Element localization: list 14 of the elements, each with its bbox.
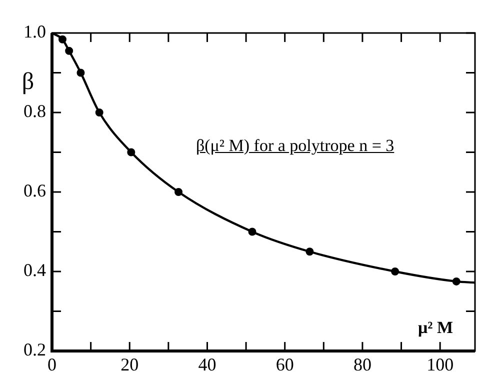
x-tick-label: 0	[48, 354, 56, 375]
annotation: β(μ² M) for a polytrope n = 3	[196, 136, 394, 156]
x-tick-label: 60	[276, 354, 294, 375]
y-tick-label: 0.4	[24, 260, 46, 280]
x-tick-label: 100	[426, 354, 454, 375]
y-tick-label: 1.0	[24, 22, 46, 42]
y-tick-label: 0.2	[24, 340, 46, 360]
x-axis-title: μ² M	[418, 318, 453, 337]
x-tick-label: 80	[353, 354, 372, 375]
y-tick-label: 0.6	[24, 180, 46, 201]
x-tick-label: 20	[120, 354, 139, 375]
y-axis-title: β	[22, 69, 34, 96]
x-tick-label: 40	[198, 354, 216, 375]
y-tick-label: 0.8	[24, 101, 46, 122]
